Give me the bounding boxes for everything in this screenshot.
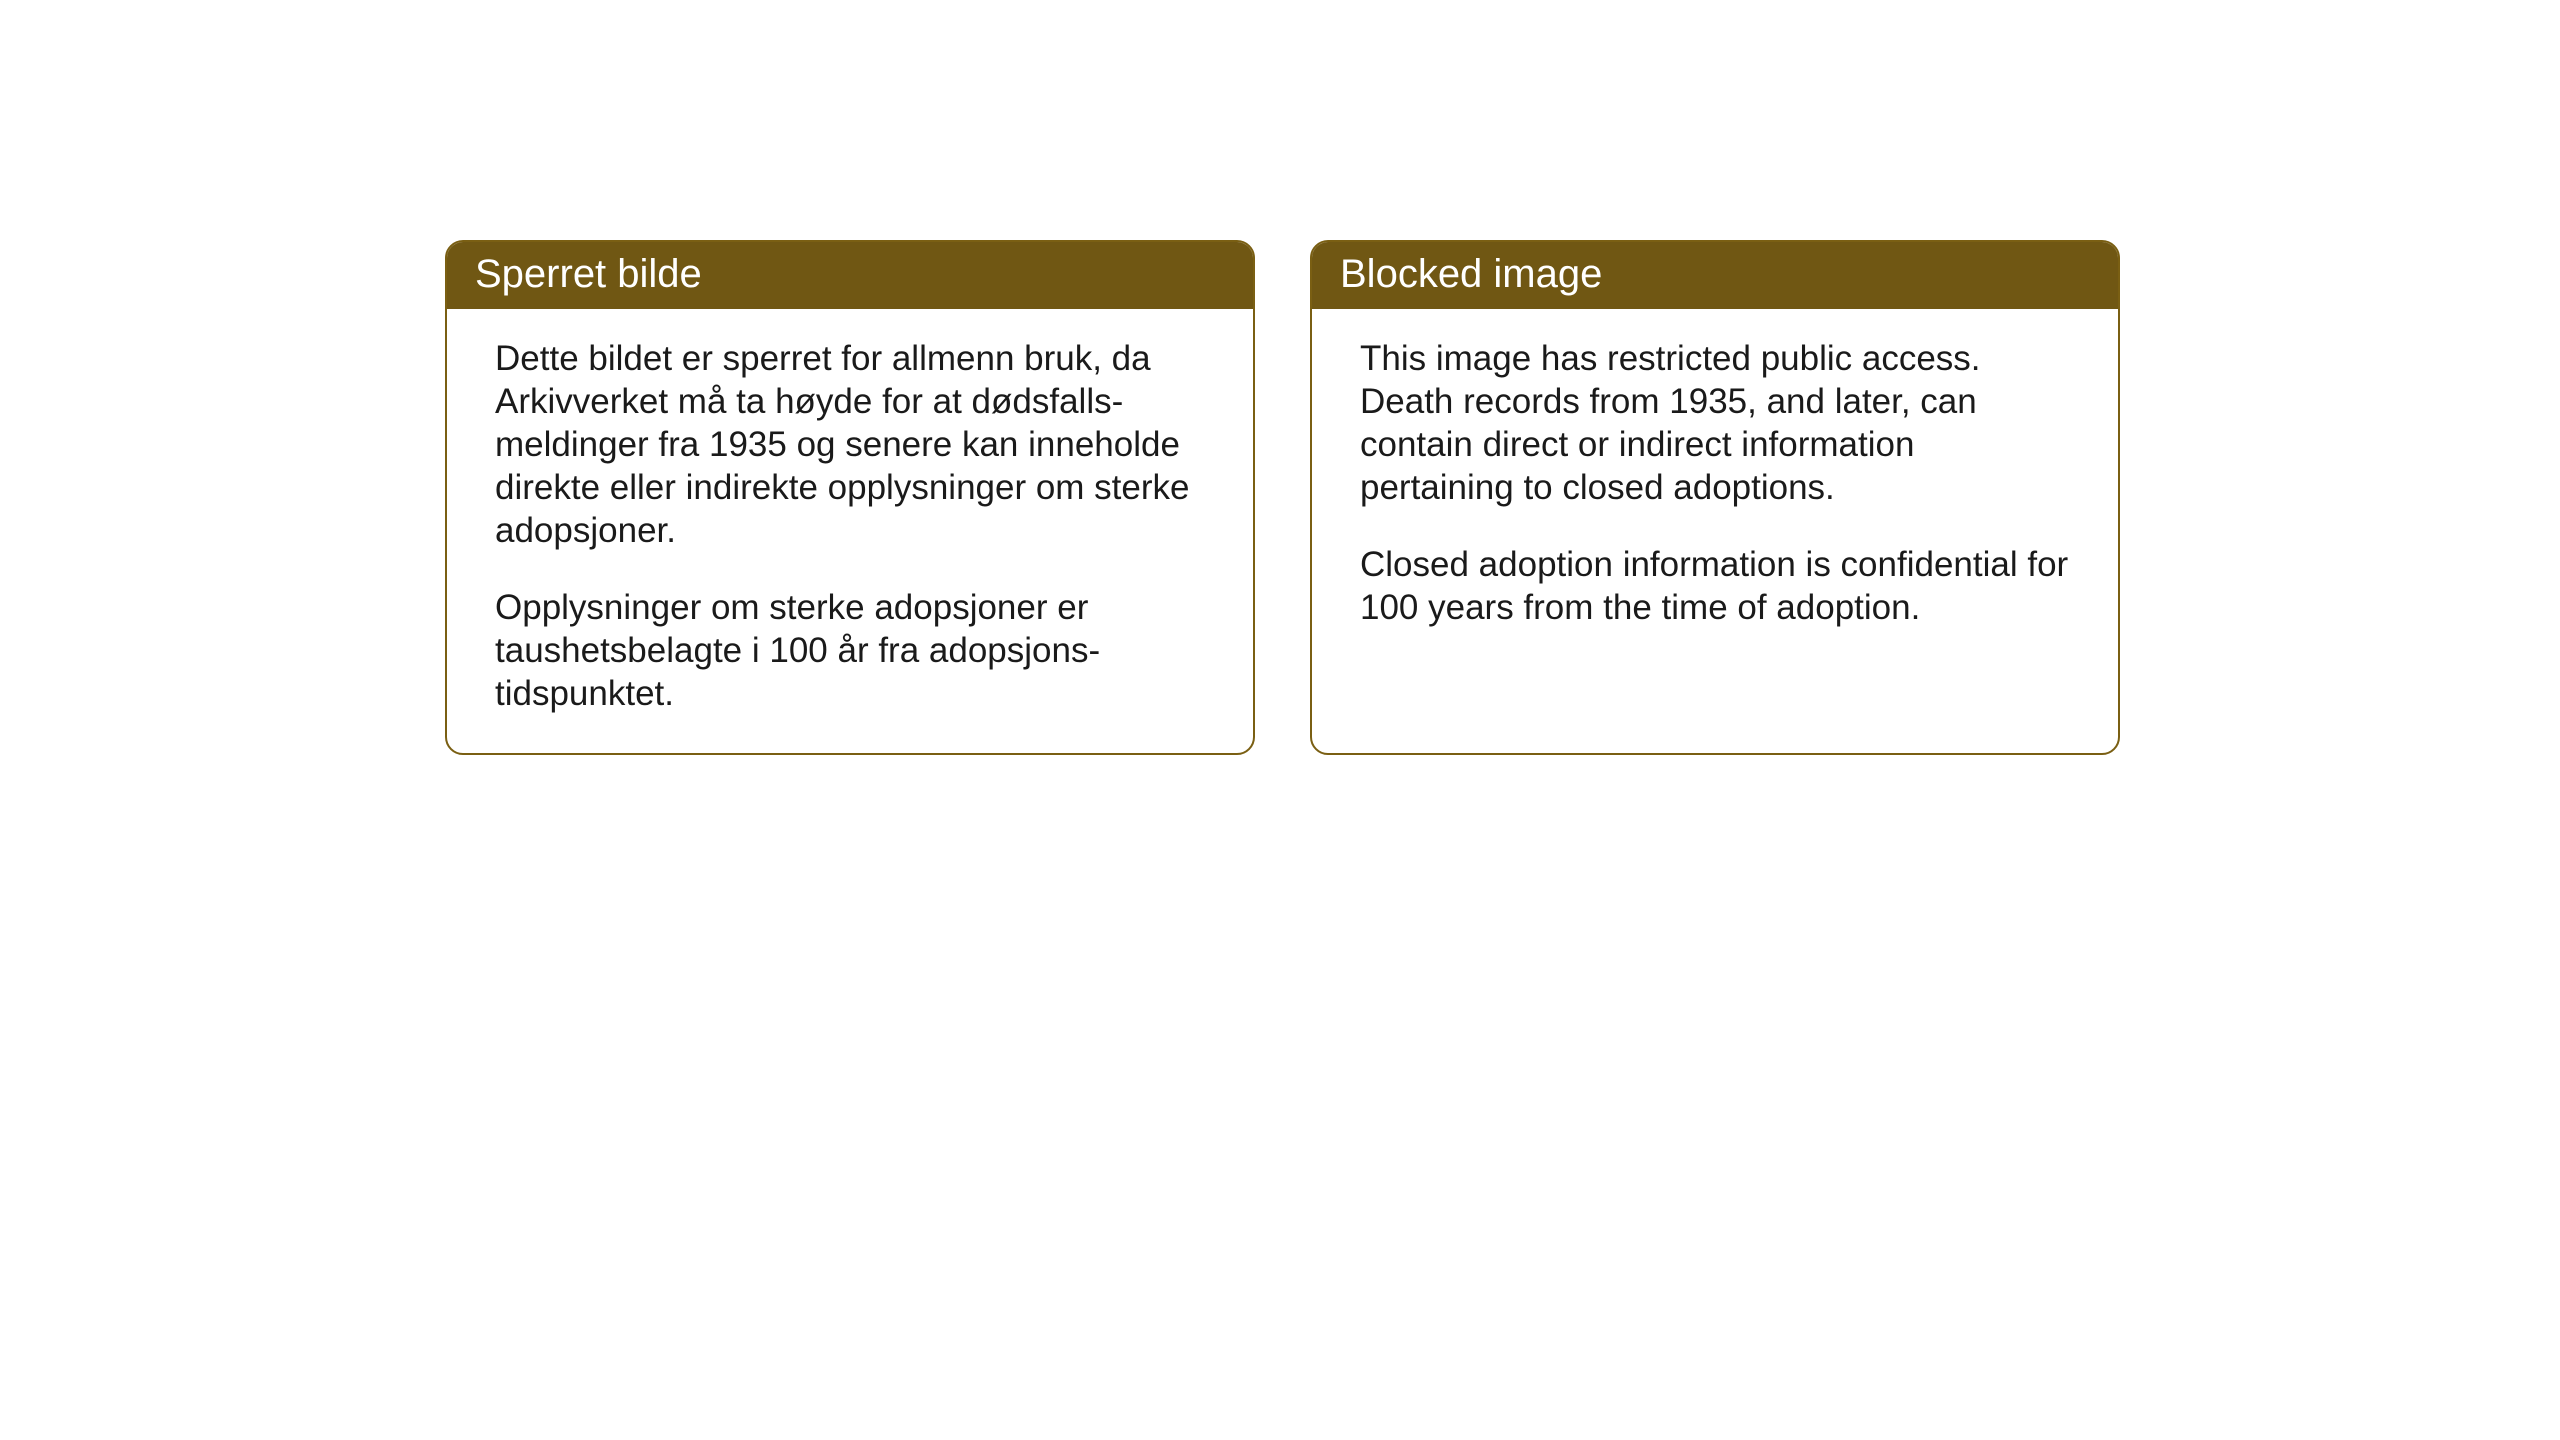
card-header: Blocked image: [1312, 242, 2118, 309]
notice-card-english: Blocked image This image has restricted …: [1310, 240, 2120, 755]
card-paragraph: This image has restricted public access.…: [1360, 337, 2070, 509]
notice-card-norwegian: Sperret bilde Dette bildet er sperret fo…: [445, 240, 1255, 755]
card-paragraph: Closed adoption information is confident…: [1360, 543, 2070, 629]
card-body: This image has restricted public access.…: [1312, 309, 2118, 667]
card-title: Sperret bilde: [475, 252, 702, 296]
card-paragraph: Opplysninger om sterke adopsjoner er tau…: [495, 586, 1205, 715]
card-title: Blocked image: [1340, 252, 1602, 296]
card-paragraph: Dette bildet er sperret for allmenn bruk…: [495, 337, 1205, 552]
card-header: Sperret bilde: [447, 242, 1253, 309]
notice-container: Sperret bilde Dette bildet er sperret fo…: [445, 240, 2120, 755]
card-body: Dette bildet er sperret for allmenn bruk…: [447, 309, 1253, 753]
